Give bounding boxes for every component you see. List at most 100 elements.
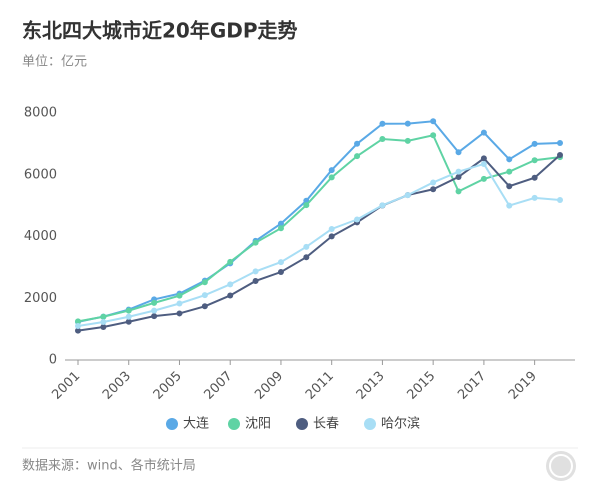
data-point	[100, 313, 107, 320]
legend-label: 沈阳	[245, 417, 271, 432]
legend-swatch	[364, 418, 376, 430]
x-tick-label: 2019	[506, 369, 540, 403]
x-tick-label: 2005	[151, 369, 185, 403]
data-point	[480, 175, 487, 182]
data-point	[404, 120, 411, 127]
data-point	[506, 156, 513, 163]
data-point	[201, 279, 208, 286]
data-point	[252, 268, 259, 275]
data-point	[227, 292, 234, 299]
data-point	[404, 192, 411, 199]
data-point	[506, 202, 513, 209]
data-point	[303, 243, 310, 250]
data-point	[354, 216, 361, 223]
y-tick-label: 4000	[24, 229, 57, 244]
data-point	[328, 174, 335, 181]
data-point	[277, 220, 284, 227]
x-tick-label: 2009	[252, 369, 286, 403]
data-point	[100, 323, 107, 330]
y-tick-label: 8000	[24, 106, 57, 121]
data-point	[557, 139, 563, 146]
data-point	[455, 173, 462, 180]
x-tick-label: 2015	[404, 369, 438, 403]
data-point	[277, 225, 284, 232]
data-point	[125, 313, 132, 320]
data-point	[531, 157, 538, 164]
data-point	[379, 202, 386, 209]
data-point	[480, 160, 487, 167]
y-tick-label: 6000	[24, 167, 57, 182]
data-point	[176, 300, 183, 307]
data-point	[506, 168, 513, 175]
legend-swatch	[166, 418, 178, 430]
data-point	[379, 135, 386, 142]
x-tick-label: 2001	[49, 369, 83, 403]
data-point	[176, 292, 183, 299]
data-point	[151, 307, 158, 314]
data-point	[176, 310, 183, 317]
data-point	[531, 174, 538, 181]
data-point	[227, 281, 234, 288]
data-point	[75, 323, 81, 330]
series-line	[77, 154, 561, 332]
data-point	[404, 137, 411, 144]
y-tick-label: 0	[49, 353, 57, 368]
data-point	[328, 225, 335, 232]
data-point	[227, 258, 234, 265]
logo	[546, 451, 576, 481]
data-point	[100, 319, 107, 326]
data-point	[557, 196, 563, 203]
data-point	[125, 318, 132, 325]
data-point	[201, 292, 208, 299]
data-point	[557, 152, 563, 159]
source-note: 数据来源：wind、各市统计局	[22, 458, 196, 474]
data-point	[252, 277, 259, 284]
data-point	[303, 202, 310, 209]
data-point	[354, 153, 361, 160]
data-point	[430, 118, 437, 125]
series-line	[77, 162, 561, 328]
data-point	[480, 155, 487, 162]
data-point	[75, 318, 81, 325]
data-point	[303, 254, 310, 261]
data-point	[151, 299, 158, 306]
data-point	[531, 140, 538, 147]
x-tick-label: 2017	[455, 369, 489, 403]
chart-subtitle: 单位：亿元	[22, 55, 87, 70]
data-point	[379, 120, 386, 127]
data-point	[201, 303, 208, 310]
x-tick-label: 2007	[202, 369, 236, 403]
x-tick-label: 2011	[303, 369, 337, 403]
legend-label: 大连	[183, 416, 209, 432]
data-point	[252, 239, 259, 246]
data-point	[480, 129, 487, 136]
data-point	[151, 313, 158, 320]
chart-title: 东北四大城市近20年GDP走势	[22, 19, 298, 43]
data-point	[430, 186, 437, 193]
data-point	[354, 140, 361, 147]
data-point	[430, 179, 437, 186]
data-point	[277, 259, 284, 266]
data-point	[125, 307, 132, 314]
legend-label: 长春	[313, 417, 339, 432]
data-point	[328, 233, 335, 240]
legend-swatch	[228, 418, 240, 430]
data-point	[506, 183, 513, 190]
data-point	[328, 167, 335, 174]
data-point	[277, 269, 284, 276]
y-tick-label: 2000	[24, 291, 57, 306]
legend-label: 哈尔滨	[381, 416, 420, 432]
series-line	[77, 120, 561, 323]
data-point	[455, 188, 462, 195]
series-line	[77, 134, 561, 323]
data-point	[455, 168, 462, 175]
data-point	[430, 132, 437, 139]
legend-swatch	[296, 418, 308, 430]
x-tick-label: 2003	[100, 369, 134, 403]
data-point	[531, 194, 538, 201]
data-point	[75, 327, 81, 334]
data-point	[455, 149, 462, 156]
x-tick-label: 2013	[354, 369, 388, 403]
